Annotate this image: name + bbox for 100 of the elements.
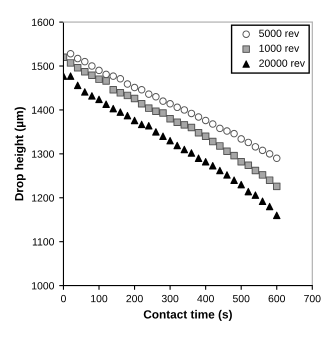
point: [116, 108, 124, 116]
point: [159, 109, 167, 117]
point: [180, 121, 188, 129]
y-tick-label: 1300: [32, 150, 54, 158]
point: [230, 176, 238, 184]
point: [159, 97, 167, 105]
point: [109, 86, 117, 94]
legend-label: 1000 rev: [259, 44, 300, 52]
point: [237, 135, 245, 143]
point: [223, 147, 231, 155]
point: [81, 58, 89, 66]
point: [95, 66, 103, 74]
point: [102, 77, 110, 85]
point: [252, 166, 260, 174]
x-tick-label: 200: [126, 294, 143, 302]
point: [244, 138, 252, 146]
point: [145, 104, 153, 112]
point: [159, 132, 167, 140]
legend-label: 20000 rev: [259, 60, 305, 67]
point: [88, 71, 96, 79]
point: [223, 127, 231, 135]
point: [223, 171, 231, 179]
point: [173, 142, 181, 150]
point: [81, 68, 89, 76]
point: [209, 138, 216, 146]
y-tick-label: 1100: [32, 238, 54, 246]
legend-label: 5000 rev: [259, 30, 300, 38]
point: [95, 96, 103, 104]
y-tick-label: 1400: [32, 106, 54, 114]
point: [209, 162, 216, 170]
point: [180, 106, 188, 114]
x-tick-label: 100: [91, 294, 108, 302]
x-tick-label: 600: [268, 294, 286, 302]
point: [124, 92, 132, 100]
point: [180, 146, 188, 154]
point: [138, 100, 146, 108]
point: [124, 112, 132, 120]
point: [266, 202, 274, 210]
point: [216, 142, 224, 150]
point: [202, 116, 210, 124]
y-tick-label: 1500: [32, 62, 54, 70]
point: [252, 191, 260, 199]
point: [66, 50, 74, 58]
point: [88, 62, 96, 70]
y-axis-title: Drop height (µm): [14, 107, 26, 200]
point: [116, 89, 124, 97]
point: [152, 108, 160, 115]
point: [258, 198, 266, 206]
point: [95, 75, 103, 83]
point: [102, 70, 110, 78]
point: [258, 146, 266, 154]
point: [244, 162, 252, 170]
point: [194, 129, 202, 137]
point: [124, 80, 132, 88]
point: [66, 72, 74, 80]
point: [230, 152, 238, 160]
point: [138, 120, 146, 128]
point: [74, 54, 82, 62]
point: [230, 130, 238, 138]
y-tick-label: 1600: [32, 18, 54, 26]
x-tick-label: 0: [60, 294, 66, 302]
point: [74, 82, 82, 90]
point: [188, 124, 196, 132]
point: [138, 86, 146, 94]
point: [166, 100, 174, 108]
point: [166, 136, 174, 144]
point: [66, 59, 74, 67]
point: [194, 113, 202, 121]
x-axis-title: Contact time (s): [144, 310, 232, 321]
point: [216, 166, 224, 174]
point: [130, 94, 138, 102]
point: [252, 143, 260, 151]
y-tick-label: 1000: [32, 282, 54, 290]
y-tick-label: 1200: [32, 194, 54, 202]
point: [116, 75, 124, 82]
point: [266, 150, 274, 158]
point: [273, 182, 280, 190]
point: [173, 104, 181, 112]
point: [152, 128, 160, 136]
x-tick-label: 300: [162, 294, 178, 302]
x-tick-label: 400: [197, 294, 214, 302]
point: [130, 116, 138, 124]
point: [130, 84, 138, 92]
point: [102, 100, 110, 108]
point: [145, 90, 153, 98]
point: [273, 212, 280, 220]
x-tick-label: 500: [232, 294, 250, 302]
point: [109, 72, 117, 80]
point: [202, 158, 210, 166]
point: [266, 176, 274, 184]
point: [188, 110, 196, 118]
point: [202, 132, 210, 140]
point: [237, 158, 245, 166]
point: [209, 120, 216, 128]
point: [152, 93, 160, 100]
point: [258, 171, 266, 179]
point: [74, 64, 82, 72]
point: [237, 180, 245, 188]
point: [109, 104, 117, 112]
point: [173, 118, 181, 126]
